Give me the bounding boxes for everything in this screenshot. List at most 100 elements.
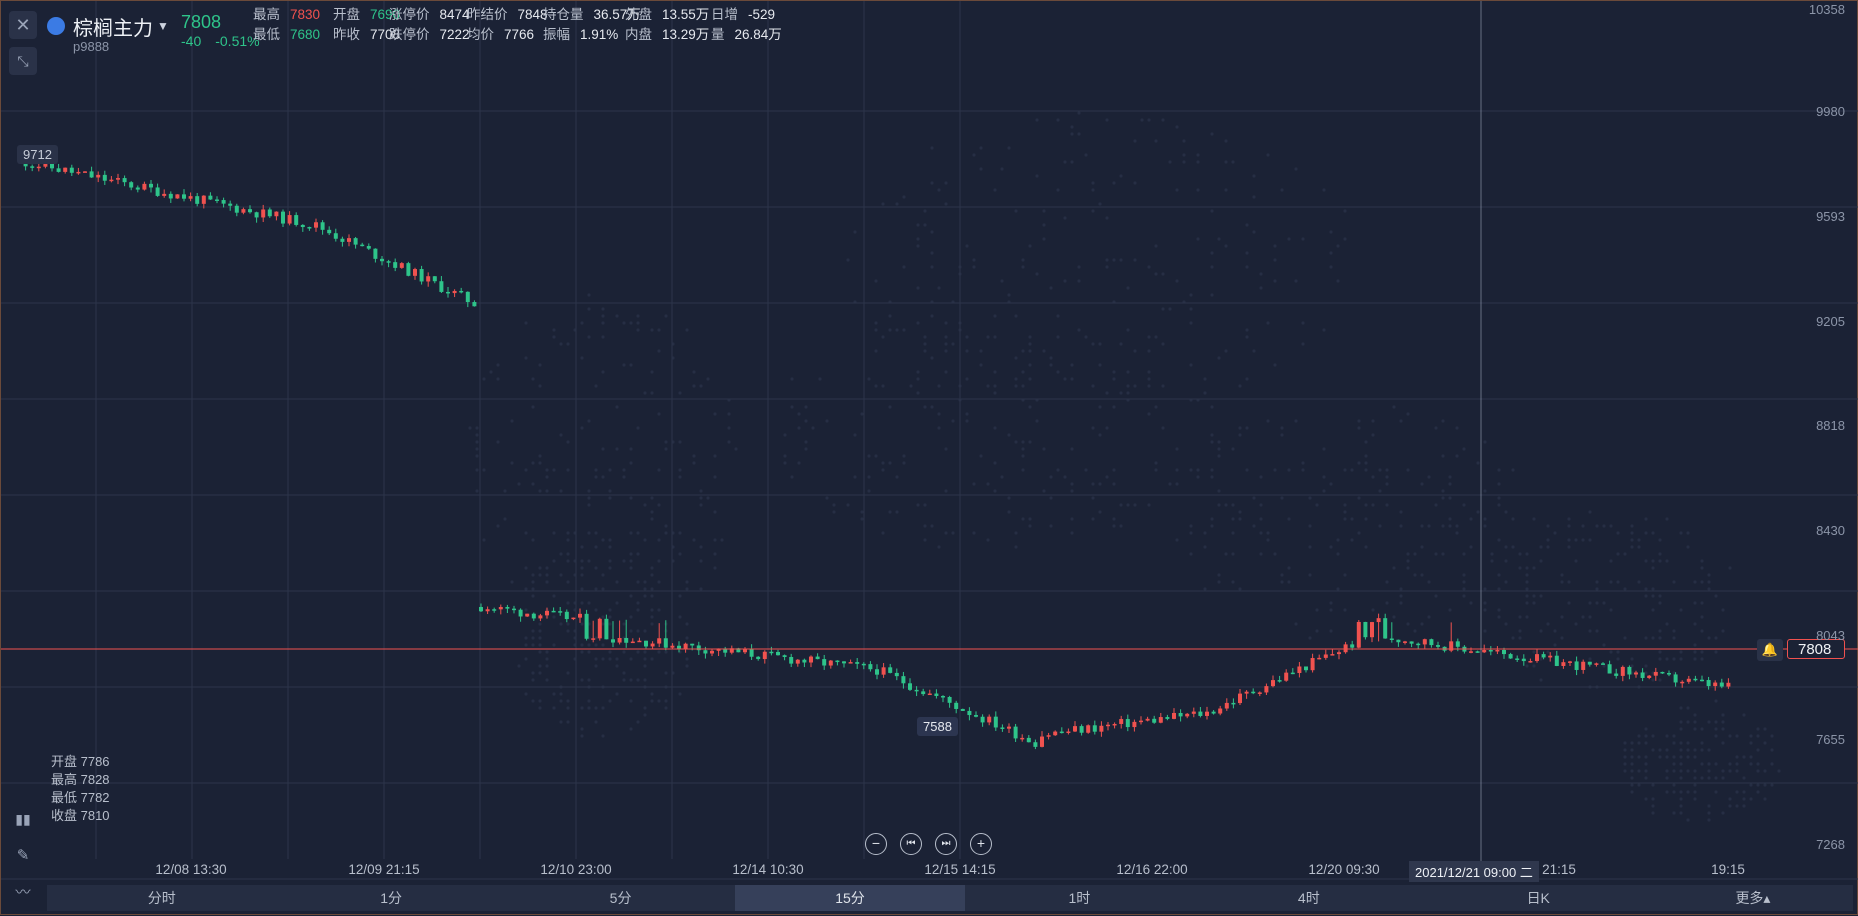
candle-body bbox=[1627, 666, 1632, 675]
candle-body bbox=[208, 195, 213, 200]
map-dot bbox=[1357, 531, 1361, 535]
map-dot bbox=[1693, 790, 1697, 794]
shrink-icon[interactable]: ⤡ bbox=[9, 47, 37, 75]
map-dot bbox=[1756, 762, 1760, 766]
map-dot bbox=[559, 433, 563, 437]
map-dot bbox=[1427, 524, 1431, 528]
map-dot bbox=[1714, 720, 1718, 724]
map-dot bbox=[650, 608, 654, 612]
period-tab-0[interactable]: 分时 bbox=[147, 890, 176, 906]
map-dot bbox=[720, 538, 724, 542]
map-dot bbox=[1420, 545, 1424, 549]
map-dot bbox=[1609, 650, 1613, 654]
period-tab-7[interactable]: 更多▴ bbox=[1735, 890, 1771, 906]
map-dot bbox=[1070, 447, 1074, 451]
map-dot bbox=[552, 335, 556, 339]
map-dot bbox=[1497, 503, 1501, 507]
map-dot bbox=[1049, 524, 1053, 528]
map-dot bbox=[944, 489, 948, 493]
period-tab-2[interactable]: 5分 bbox=[609, 890, 632, 906]
candle-body bbox=[1145, 718, 1150, 721]
indicator-line-icon[interactable]: 〰 bbox=[15, 883, 31, 901]
candle-body bbox=[1535, 654, 1539, 662]
map-dot bbox=[1658, 678, 1662, 682]
candle-body bbox=[861, 663, 866, 666]
map-dot bbox=[1623, 587, 1627, 591]
draw-pencil-icon[interactable]: ✎ bbox=[16, 847, 30, 864]
map-dot bbox=[650, 699, 654, 703]
symbol-name[interactable]: 棕榈主力 bbox=[73, 18, 153, 40]
map-dot bbox=[566, 601, 570, 605]
map-dot bbox=[1497, 573, 1501, 577]
map-dot bbox=[559, 489, 563, 493]
map-dot bbox=[979, 454, 983, 458]
map-dot bbox=[1693, 650, 1697, 654]
candle-body bbox=[1205, 711, 1209, 716]
map-dot bbox=[972, 482, 976, 486]
map-dot bbox=[510, 461, 514, 465]
candle-body bbox=[512, 608, 516, 611]
stat-4: 持仓量 36.57万 bbox=[543, 3, 641, 23]
map-dot bbox=[1749, 797, 1753, 801]
map-dot bbox=[790, 475, 794, 479]
map-dot bbox=[713, 566, 717, 570]
skip-end-icon[interactable]: ⏭ bbox=[935, 833, 957, 855]
candle-body bbox=[1548, 655, 1553, 658]
map-dot bbox=[587, 699, 591, 703]
map-dot bbox=[531, 636, 535, 640]
zoom-in-icon[interactable]: + bbox=[970, 833, 992, 855]
candle-body bbox=[30, 166, 35, 168]
map-dot bbox=[1343, 510, 1347, 514]
period-tab-3[interactable]: 15分 bbox=[735, 885, 965, 911]
map-dot bbox=[580, 587, 584, 591]
map-dot bbox=[1602, 601, 1606, 605]
map-dot bbox=[559, 573, 563, 577]
map-dot bbox=[1441, 552, 1445, 556]
map-dot bbox=[1126, 286, 1130, 290]
map-dot bbox=[1630, 748, 1634, 752]
map-dot bbox=[1028, 244, 1032, 248]
skip-start-icon[interactable]: ⏮ bbox=[900, 833, 922, 855]
stat-label: 内盘 bbox=[625, 27, 652, 42]
map-dot bbox=[888, 461, 892, 465]
map-dot bbox=[902, 454, 906, 458]
map-dot bbox=[902, 265, 906, 269]
map-dot bbox=[1749, 741, 1753, 745]
map-dot bbox=[1518, 566, 1522, 570]
period-tab-4[interactable]: 1时 bbox=[1068, 890, 1091, 906]
map-dot bbox=[1462, 503, 1466, 507]
bell-icon[interactable]: 🔔 bbox=[1757, 639, 1783, 661]
map-dot bbox=[566, 699, 570, 703]
map-dot bbox=[1525, 594, 1529, 598]
map-dot bbox=[1196, 475, 1200, 479]
map-dot bbox=[1672, 636, 1676, 640]
candle-body bbox=[1634, 672, 1638, 675]
period-tab-6[interactable]: 日K bbox=[1526, 890, 1550, 906]
candle-body bbox=[254, 212, 259, 218]
map-dot bbox=[1679, 769, 1683, 773]
map-dot bbox=[1427, 475, 1431, 479]
zoom-out-icon[interactable]: − bbox=[865, 833, 887, 855]
indicator-icon[interactable]: ▮▮ bbox=[15, 810, 31, 827]
map-dot bbox=[1406, 566, 1410, 570]
map-dot bbox=[601, 657, 605, 661]
map-dot bbox=[615, 447, 619, 451]
candle-body bbox=[472, 302, 477, 307]
map-dot bbox=[1756, 727, 1760, 731]
map-dot bbox=[853, 230, 857, 234]
map-dot bbox=[972, 258, 976, 262]
candle-body bbox=[1370, 622, 1374, 638]
map-dot bbox=[538, 671, 542, 675]
map-dot bbox=[1301, 237, 1305, 241]
candle-body bbox=[749, 649, 754, 657]
close-icon[interactable]: ✕ bbox=[9, 11, 37, 39]
period-tab-5[interactable]: 4时 bbox=[1297, 890, 1320, 906]
period-tab-1[interactable]: 1分 bbox=[380, 890, 403, 906]
map-dot bbox=[1014, 384, 1018, 388]
map-dot bbox=[608, 650, 612, 654]
candle-body bbox=[1086, 725, 1091, 733]
map-dot bbox=[587, 419, 591, 423]
chevron-down-icon[interactable]: ▼ bbox=[157, 19, 169, 33]
map-dot bbox=[1721, 741, 1725, 745]
